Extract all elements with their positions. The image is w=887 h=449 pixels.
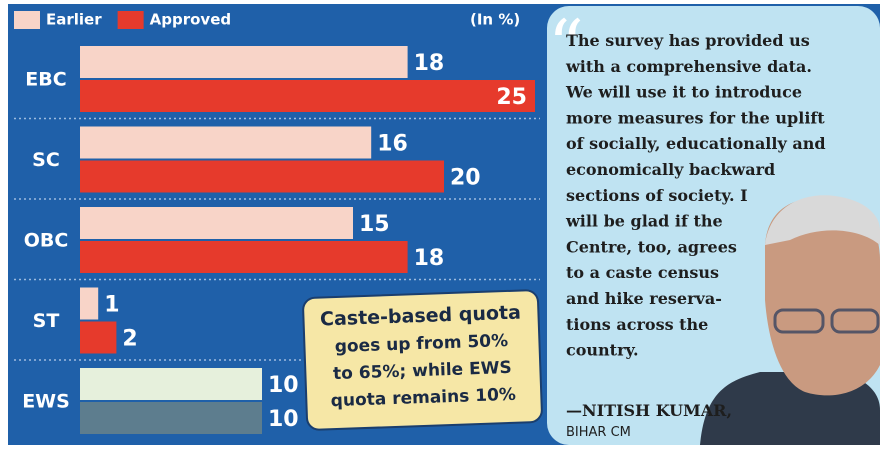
portrait-glasses [773,308,825,334]
value-label: 18 [414,246,445,271]
quote-line: The survey has provided us [566,31,810,50]
legend-label: Approved [150,11,231,29]
value-label: 2 [122,327,137,352]
legend-label: Earlier [46,11,102,29]
quote-panel: “ —NITISH KUMAR, BIHAR CM The survey has… [547,5,880,445]
portrait-glasses [830,308,880,334]
bar [80,368,262,400]
category-label: SC [32,149,60,171]
category-label: EBC [25,69,66,91]
value-label: 20 [450,166,481,191]
value-label: 1 [104,293,119,318]
bar [80,402,262,434]
bar [80,321,117,354]
annotation-background [302,289,543,431]
quote-author: —NITISH KUMAR, [566,401,732,420]
quote-mark: “ [548,5,584,87]
bar [80,241,408,273]
category-label: EWS [22,391,70,413]
quote-line: Centre, too, agrees [566,237,737,256]
quote-role: BIHAR CM [566,425,631,440]
value-label: 10 [268,373,299,398]
bar [80,46,408,78]
units-label: (In %) [470,11,520,29]
bar [80,126,372,159]
bar [80,287,99,320]
portrait-face [765,197,880,396]
category-label: ST [33,310,60,332]
quote-line: with a comprehensive data. [565,57,812,76]
value-label: 16 [377,132,408,157]
legend-swatch [14,11,40,29]
bar [80,207,353,239]
quote-line: and hike reserva- [566,289,722,308]
bar-chart: (In %) Earlier Approved EBC 18 25 SC 16 20 OBC 15… [14,11,540,434]
quote-line: of socially, educationally and [566,134,826,153]
value-label: 25 [496,85,527,110]
value-label: 15 [359,212,390,237]
quote-line: tions across the [566,315,708,334]
portrait-hair [765,195,880,245]
quote-line: will be glad if the [565,212,723,231]
quote-line: economically backward [566,160,775,179]
bar [80,160,444,193]
quote-line: to a caste census [566,263,719,282]
quote-line: sections of society. I [566,186,748,205]
value-label: 10 [268,407,299,432]
portrait [700,195,880,445]
legend-swatch [117,11,144,29]
quote-line: We will use it to introduce [565,83,802,102]
quote-line: country. [566,341,639,360]
value-label: 18 [414,51,445,76]
quote-line: more measures for the uplift [566,108,825,127]
category-label: OBC [24,230,69,252]
bar [80,80,535,112]
